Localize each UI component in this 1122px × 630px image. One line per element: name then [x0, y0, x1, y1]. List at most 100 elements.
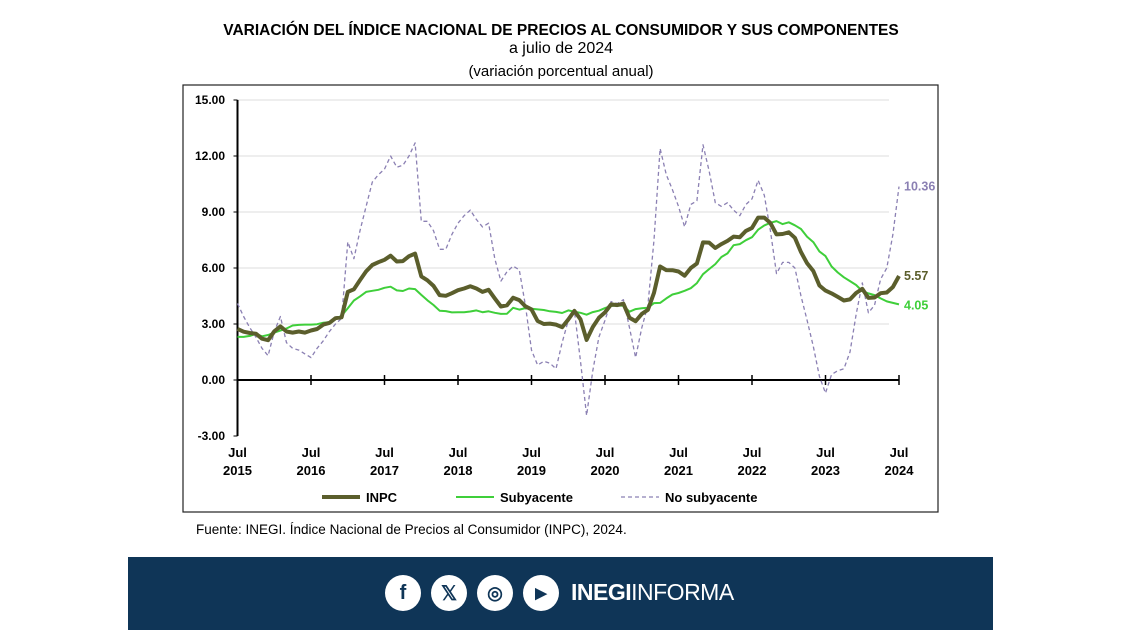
data-point — [585, 414, 588, 417]
data-point — [628, 316, 631, 319]
data-point — [591, 311, 594, 314]
data-point — [800, 295, 803, 298]
data-point — [426, 220, 429, 223]
data-point — [487, 222, 490, 225]
x-tick-month: Jul — [522, 445, 541, 460]
x-tick-year: 2017 — [370, 463, 399, 478]
x-tick-year: 2021 — [664, 463, 693, 478]
data-point — [457, 289, 460, 292]
data-point — [567, 318, 570, 321]
data-point — [371, 289, 374, 292]
data-point — [450, 233, 453, 236]
youtube-icon[interactable]: ▶ — [523, 575, 559, 611]
data-point — [438, 294, 441, 297]
data-point — [806, 235, 809, 238]
data-point — [775, 220, 778, 223]
data-point — [316, 328, 319, 331]
data-point — [316, 323, 319, 326]
x-tick-month: Jul — [816, 445, 835, 460]
data-point — [842, 276, 845, 279]
data-point — [849, 280, 852, 283]
instagram-icon[interactable]: ◎ — [477, 575, 513, 611]
data-point — [303, 323, 306, 326]
data-point — [659, 265, 662, 268]
data-point — [830, 292, 833, 295]
data-point — [812, 241, 815, 244]
data-point — [818, 375, 821, 378]
data-point — [273, 330, 276, 333]
data-point — [671, 269, 674, 272]
data-point — [579, 311, 582, 314]
y-tick-label: 6.00 — [202, 261, 226, 275]
data-point — [591, 369, 594, 372]
data-point — [542, 323, 545, 326]
data-point — [359, 295, 362, 298]
data-point — [548, 322, 551, 325]
data-point — [395, 166, 398, 169]
data-point — [726, 239, 729, 242]
data-point — [744, 229, 747, 232]
y-tick-label: 3.00 — [202, 317, 226, 331]
x-icon[interactable]: 𝕏 — [431, 575, 467, 611]
data-point — [818, 284, 821, 287]
data-point — [371, 181, 374, 184]
x-tick-month: Jul — [302, 445, 321, 460]
data-point — [432, 303, 435, 306]
data-point — [763, 216, 766, 219]
data-point — [279, 325, 282, 328]
data-point — [763, 224, 766, 227]
data-point — [414, 141, 417, 144]
data-point — [267, 354, 270, 357]
data-point — [463, 214, 466, 217]
data-point — [726, 252, 729, 255]
data-point — [604, 311, 607, 314]
data-point — [493, 257, 496, 260]
data-point — [585, 338, 588, 341]
data-point — [248, 326, 251, 329]
data-point — [444, 248, 447, 251]
data-point — [806, 262, 809, 265]
data-point — [291, 331, 294, 334]
data-point — [891, 233, 894, 236]
legend-label: INPC — [366, 490, 398, 505]
legend-label: No subyacente — [665, 490, 757, 505]
data-point — [775, 272, 778, 275]
x-tick-month: Jul — [669, 445, 688, 460]
y-tick-label: 9.00 — [202, 205, 226, 219]
data-point — [506, 312, 509, 315]
data-point — [708, 241, 711, 244]
data-point — [708, 169, 711, 172]
data-point — [322, 323, 325, 326]
data-point — [279, 315, 282, 318]
data-point — [836, 271, 839, 274]
data-point — [659, 301, 662, 304]
chart-title: VARIACIÓN DEL ÍNDICE NACIONAL DE PRECIOS… — [223, 22, 899, 39]
data-point — [720, 205, 723, 208]
data-point — [855, 292, 858, 295]
facebook-icon[interactable]: f — [385, 575, 421, 611]
data-point — [254, 332, 257, 335]
data-point — [800, 251, 803, 254]
chart-units: (variación porcentual anual) — [468, 63, 654, 80]
data-point — [720, 255, 723, 258]
data-point — [285, 330, 288, 333]
data-point — [702, 143, 705, 146]
data-point — [769, 229, 772, 232]
data-point — [616, 304, 619, 307]
data-point — [536, 308, 539, 311]
data-point — [499, 280, 502, 283]
data-point — [769, 222, 772, 225]
data-point — [561, 326, 564, 329]
data-point — [879, 292, 882, 295]
data-point — [751, 226, 754, 229]
data-point — [653, 302, 656, 305]
x-tick-year: 2024 — [885, 463, 915, 478]
data-point — [506, 304, 509, 307]
data-point — [665, 269, 668, 272]
data-point — [261, 337, 264, 340]
data-point — [316, 347, 319, 350]
data-point — [395, 260, 398, 263]
data-point — [708, 268, 711, 271]
data-point — [885, 300, 888, 303]
data-point — [408, 255, 411, 258]
